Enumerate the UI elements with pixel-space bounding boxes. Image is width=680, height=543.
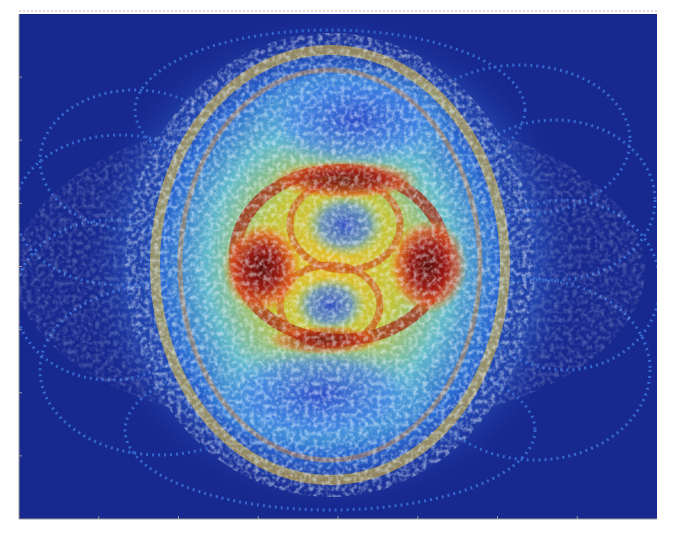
speckle-texture [19,14,657,519]
plot-area [19,14,657,519]
axis-ticks [19,76,578,519]
